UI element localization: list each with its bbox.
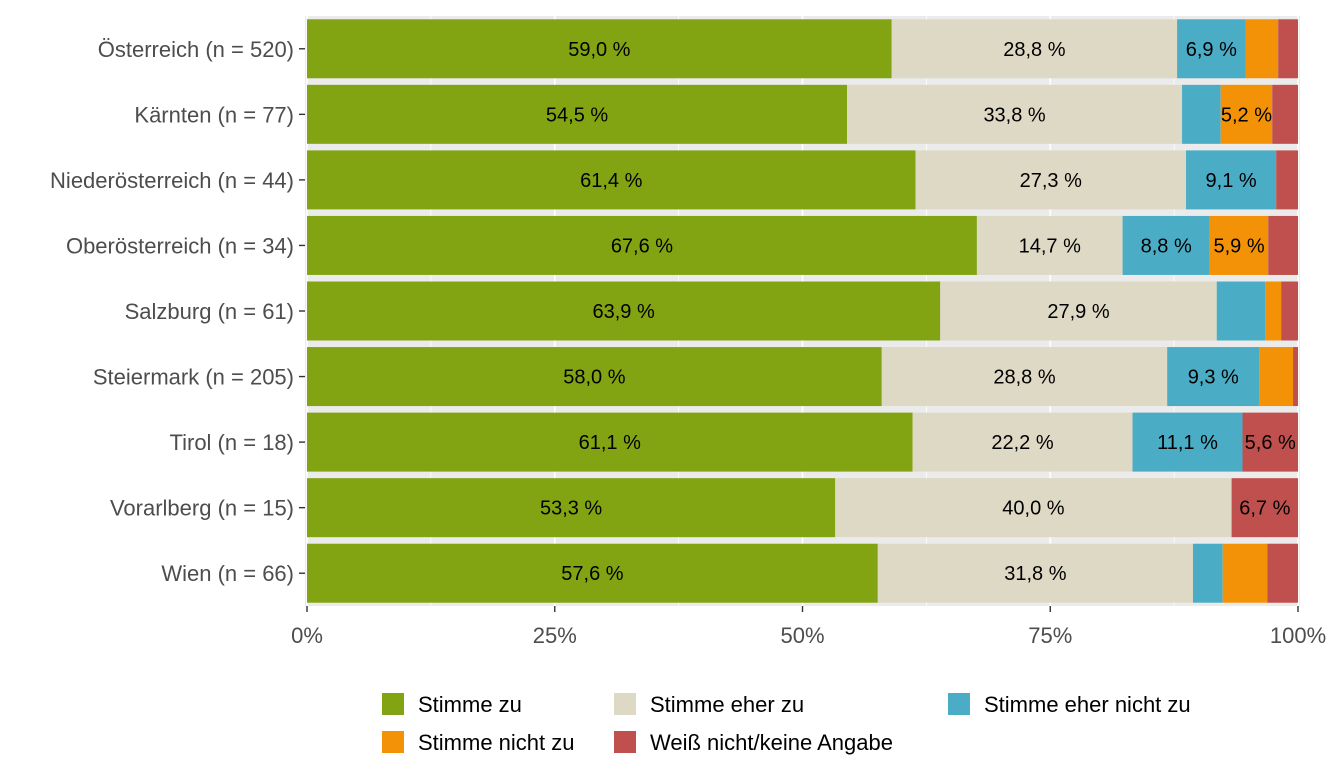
x-tick-label: 100% [1270,623,1326,648]
legend-swatch [948,693,970,715]
data-label: 63,9 % [592,301,654,323]
data-label: 40,0 % [1002,498,1064,520]
data-label: 8,8 % [1141,235,1192,257]
bars [307,19,1298,603]
x-tick-label: 0% [291,623,323,648]
bar-segment [307,84,848,144]
bar-segment [1216,281,1266,341]
category-label: Vorarlberg (n = 15) [110,496,294,521]
bar-segment [1268,215,1298,275]
bar-segment [976,215,1123,275]
bar-segment [307,281,941,341]
data-label: 31,8 % [1004,563,1066,585]
data-label: 27,3 % [1020,170,1082,192]
data-label: 28,8 % [993,367,1055,389]
legend-label: Weiß nicht/keine Angabe [650,730,893,755]
bar-segment [307,412,913,472]
legend-label: Stimme eher nicht zu [984,692,1191,717]
x-tick-label: 75% [1028,623,1072,648]
bar-segment [1245,19,1279,79]
bar-segment [912,412,1133,472]
category-label: Wien (n = 66) [161,561,294,586]
data-label: 53,3 % [540,498,602,520]
x-tick-label: 50% [780,623,824,648]
bar-segment [1220,84,1273,144]
bar-segment [307,215,977,275]
data-label: 28,8 % [1003,39,1065,61]
data-label: 9,1 % [1206,170,1257,192]
data-label: 5,6 % [1245,432,1296,454]
bar-segment [881,347,1168,407]
legend-swatch [382,693,404,715]
legend: Stimme zu Stimme eher zu Stimme eher nicht… [382,692,1191,755]
data-label: 54,5 % [546,104,608,126]
y-axis: Österreich (n = 520) Kärnten (n = 77) Nied… [50,37,305,586]
bar-segment [1231,478,1298,538]
category-label: Kärnten (n = 77) [134,102,294,127]
data-label: 61,1 % [579,432,641,454]
bar-segment [1281,281,1298,341]
bar-segment [1242,412,1298,472]
legend-label: Stimme eher zu [650,692,804,717]
category-label: Salzburg (n = 61) [125,299,294,324]
category-label: Oberösterreich (n = 34) [66,233,294,258]
bar-segment [940,281,1217,341]
legend-swatch [614,693,636,715]
data-label: 14,7 % [1019,235,1081,257]
bar-segment [1278,19,1298,79]
bar-segment [1182,84,1221,144]
bar-segment [1177,19,1246,79]
legend-label: Stimme nicht zu [418,730,575,755]
bar-segment [891,19,1178,79]
data-label: 59,0 % [568,39,630,61]
category-label: Österreich (n = 520) [98,37,294,62]
bar-segment [1222,543,1268,603]
bar-segment [1186,150,1277,210]
bar-segment [1132,412,1243,472]
data-label: 33,8 % [983,104,1045,126]
data-label: 5,2 % [1221,104,1272,126]
data-label: 67,6 % [611,235,673,257]
bar-segment [307,543,878,603]
category-label: Niederösterreich (n = 44) [50,168,294,193]
category-label: Steiermark (n = 205) [93,365,294,390]
data-label: 6,7 % [1239,498,1290,520]
data-labels: 59,0 % 28,8 % 6,9 % 54,5 % 33,8 % 5,2 % 61,4 %… [540,39,1296,585]
bar-segment [1272,84,1298,144]
bar-segment [1122,215,1210,275]
bar-segment [877,543,1193,603]
bar-segment [847,84,1183,144]
data-label: 61,4 % [580,170,642,192]
bar-segment [835,478,1232,538]
data-label: 27,9 % [1047,301,1109,323]
data-label: 9,3 % [1188,367,1239,389]
bar-segment [1167,347,1260,407]
bar-segment [307,19,892,79]
bar-segment [1192,543,1223,603]
bar-segment [1267,543,1298,603]
data-label: 6,9 % [1186,39,1237,61]
bar-segment [1209,215,1269,275]
bar-segment [307,347,882,407]
data-label: 57,6 % [561,563,623,585]
bar-segment [307,478,836,538]
legend-label: Stimme zu [418,692,522,717]
bar-segment [1259,347,1294,407]
category-label: Tirol (n = 18) [169,430,294,455]
legend-swatch [614,731,636,753]
data-label: 11,1 % [1157,432,1218,454]
data-label: 22,2 % [991,432,1053,454]
data-label: 58,0 % [563,367,625,389]
bar-segment [915,150,1187,210]
bar-segment [307,150,916,210]
x-axis: 0% 25% 50% 75% 100% [291,606,1326,648]
bar-segment [1276,150,1298,210]
bar-segment [1265,281,1282,341]
bar-segment [1293,347,1298,407]
x-tick-label: 25% [533,623,577,648]
data-label: 5,9 % [1213,235,1264,257]
legend-swatch [382,731,404,753]
